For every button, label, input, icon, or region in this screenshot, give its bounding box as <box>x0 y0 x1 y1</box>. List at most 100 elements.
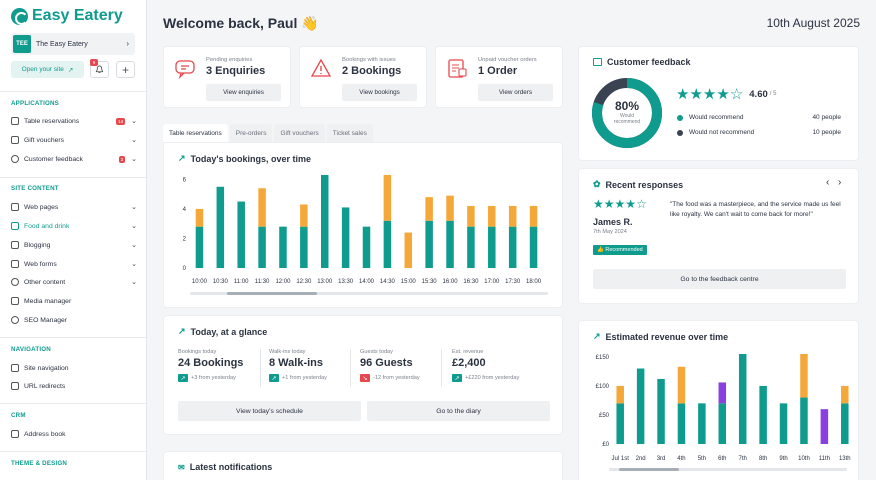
sidebar-item-food-and-drink[interactable]: Food and drink ⌄ <box>11 219 137 233</box>
bar <box>800 354 808 398</box>
chevron-down-icon: ⌄ <box>131 137 137 144</box>
bar <box>195 226 204 268</box>
divider <box>260 349 261 387</box>
customer-feedback-card: Customer feedback 80% Would recommend ★ … <box>578 46 859 161</box>
bar <box>195 208 204 227</box>
star-full-icon: ★ <box>625 197 637 211</box>
add-button[interactable]: + <box>116 61 135 78</box>
sidebar-item-table-reservations[interactable]: Table reservations 14 ⌄ <box>11 114 137 128</box>
bar <box>383 220 392 268</box>
address-book-icon <box>11 430 19 438</box>
recommend-percent: 80% <box>614 99 640 113</box>
legend-value: 10 people <box>812 129 841 136</box>
bar <box>759 385 767 444</box>
notifications-title: ✉ Latest notifications <box>178 462 272 472</box>
y-tick-label: £100 <box>596 384 610 390</box>
bar <box>488 226 496 268</box>
bar <box>425 197 433 221</box>
notifications-button[interactable]: 9 <box>90 59 109 78</box>
sidebar-item-label: Other content <box>24 278 66 286</box>
view-enquiries-button[interactable]: View enquiries <box>206 84 281 101</box>
chart-scrollbar-thumb[interactable] <box>227 292 317 295</box>
x-tick-label: 3rd <box>657 456 666 462</box>
legend-label: Would recommend <box>689 114 744 121</box>
sidebar-item-seo-manager[interactable]: SEO Manager <box>11 313 137 327</box>
star-full-icon: ★ <box>603 197 615 211</box>
sidebar-item-customer-feedback[interactable]: Customer feedback 3 ⌄ <box>11 152 137 166</box>
sidebar-item-blogging[interactable]: Blogging ⌄ <box>11 238 137 252</box>
bar <box>800 397 808 444</box>
open-site-button[interactable]: Open your site ↗ <box>11 61 84 78</box>
bar <box>738 354 747 444</box>
x-tick-label: 11th <box>819 456 830 462</box>
view-schedule-button[interactable]: View today's schedule <box>178 401 361 421</box>
x-tick-label: 16:30 <box>463 279 479 285</box>
brand-logo[interactable]: Easy Eatery <box>11 7 123 25</box>
x-tick-label: 4th <box>677 456 685 462</box>
gift-icon <box>11 136 19 144</box>
form-icon <box>11 260 19 268</box>
chart-scrollbar-thumb[interactable] <box>619 468 679 471</box>
glance-bookings: Bookings today 24 Bookings ↗ +3 from yest… <box>178 349 243 391</box>
current-date: 10th August 2025 <box>766 16 860 30</box>
glance-delta-text: +3 from yesterday <box>191 375 236 381</box>
star-full-icon: ★ <box>689 86 703 103</box>
divider <box>441 349 442 387</box>
sidebar-item-label: Gift vouchers <box>24 136 65 144</box>
bar <box>279 226 287 268</box>
go-to-diary-button[interactable]: Go to the diary <box>367 401 550 421</box>
bar <box>467 205 475 227</box>
bar <box>425 220 433 268</box>
prev-arrow-icon[interactable]: ‹ <box>826 177 830 188</box>
x-tick-label: 11:30 <box>255 279 270 285</box>
sidebar-item-address-book[interactable]: Address book <box>11 427 137 441</box>
x-tick-label: 8th <box>759 456 767 462</box>
feedback-centre-button[interactable]: Go to the feedback centre <box>593 269 846 289</box>
x-tick-label: 9th <box>779 456 787 462</box>
star-full-icon: ★ <box>702 86 717 103</box>
glance-delta: ↗ +£220 from yesterday <box>452 374 519 382</box>
chevron-down-icon: ⌄ <box>131 242 137 249</box>
bar <box>616 385 624 404</box>
tab-pre-orders[interactable]: Pre-orders <box>229 124 273 142</box>
star-full-icon: ★ <box>614 197 626 211</box>
tab-ticket-sales[interactable]: Ticket sales <box>326 124 373 142</box>
sidebar-item-media-manager[interactable]: Media manager <box>11 294 137 308</box>
glance-title: ↗ Today, at a glance <box>178 326 267 337</box>
count-badge: 14 <box>116 117 126 125</box>
sidebar-item-web-pages[interactable]: Web pages ⌄ <box>11 200 137 214</box>
count-badge: 3 <box>118 155 126 163</box>
sidebar-item-url-redirects[interactable]: URL redirects <box>11 379 137 393</box>
y-tick-label: 0 <box>183 266 187 272</box>
view-orders-button[interactable]: View orders <box>478 84 553 101</box>
chart-scrollbar[interactable] <box>190 292 548 295</box>
food-icon <box>11 222 19 230</box>
tenant-switcher[interactable]: TEE The Easy Eatery › <box>11 33 135 55</box>
next-arrow-icon[interactable]: › <box>838 177 842 188</box>
divider <box>350 349 351 387</box>
sidebar-item-site-navigation[interactable]: Site navigation <box>11 361 137 375</box>
sidebar-item-web-forms[interactable]: Web forms ⌄ <box>11 257 137 271</box>
pending-enquiries-card: Pending enquiries 3 Enquiries View enqui… <box>163 46 291 108</box>
sidebar-item-label: Address book <box>24 430 66 438</box>
x-tick-label: 17:30 <box>505 279 521 285</box>
chart-scrollbar[interactable] <box>609 468 847 471</box>
view-bookings-button[interactable]: View bookings <box>342 84 417 101</box>
section-site-content: SITE CONTENT <box>11 185 59 192</box>
bar <box>616 403 624 444</box>
chevron-down-icon: ⌄ <box>131 156 137 163</box>
x-tick-label: 7th <box>739 456 747 462</box>
x-tick-label: 15:30 <box>422 279 438 285</box>
trend-up-icon: ↗ <box>452 374 462 382</box>
sidebar-item-other-content[interactable]: Other content ⌄ <box>11 275 137 289</box>
chevron-down-icon: ⌄ <box>131 223 137 230</box>
y-tick-label: 4 <box>183 207 187 213</box>
chevron-down-icon: ⌄ <box>131 118 137 125</box>
sidebar-item-gift-vouchers[interactable]: Gift vouchers ⌄ <box>11 133 137 147</box>
bar <box>216 186 225 268</box>
tab-gift-vouchers[interactable]: Gift vouchers <box>274 124 325 142</box>
tab-table-reservations[interactable]: Table reservations <box>163 124 228 142</box>
sidebar-item-label: Table reservations <box>24 117 80 125</box>
bookings-chart-card: ↗ Today's bookings, over time 0 2 4 6 10:00 1… <box>163 142 563 308</box>
bar <box>529 226 538 268</box>
